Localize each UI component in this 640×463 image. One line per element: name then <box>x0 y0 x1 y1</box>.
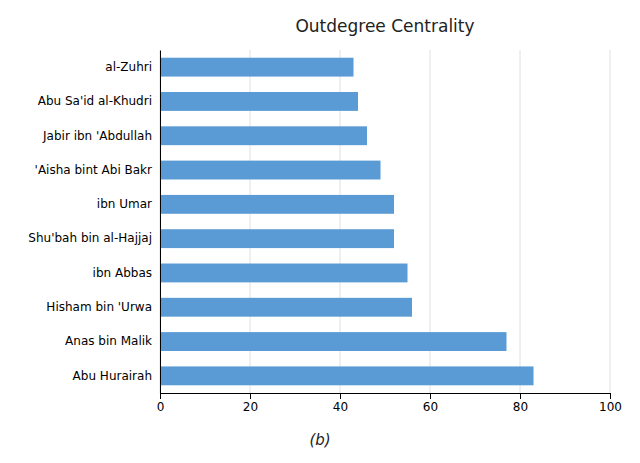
tick-mark <box>610 393 611 399</box>
tick-mark <box>430 393 431 399</box>
tick: Jabir ibn 'Abdullah <box>42 129 152 143</box>
y-axis: Abu Hurairah Anas bin Malik Hisham bin 'Ur… <box>28 51 160 394</box>
chart: 0 20 40 60 80 100 Abu Hurairah Anas bin Malik Hi… <box>0 0 640 463</box>
axis-line <box>161 394 611 400</box>
bar <box>160 126 367 145</box>
tick-label: Hisham bin 'Urwa <box>46 300 152 314</box>
tick-mark <box>340 393 341 399</box>
bar <box>160 161 381 180</box>
tick-label: 'Aisha bint Abi Bakr <box>35 163 152 177</box>
tick: Anas bin Malik <box>65 334 152 348</box>
tick-label: 40 <box>333 400 348 414</box>
tick-label: 0 <box>157 400 165 414</box>
bar <box>160 332 507 351</box>
tick-label: Anas bin Malik <box>65 334 152 348</box>
tick-label: 20 <box>243 400 258 414</box>
tick-label: ibn Abbas <box>93 266 152 280</box>
tick: 0 <box>157 393 165 414</box>
grid-line <box>160 50 161 393</box>
axis-line <box>160 51 161 394</box>
title: Outdegree Centrality <box>295 16 474 36</box>
tick: Hisham bin 'Urwa <box>46 300 152 314</box>
plot-area: 0 20 40 60 80 100 Abu Hurairah Anas bin Malik Hi… <box>28 50 622 414</box>
tick: Abu Sa'id al-Khudri <box>38 94 152 108</box>
bar <box>160 298 412 317</box>
bar <box>160 366 534 385</box>
tick-label: 80 <box>513 400 528 414</box>
bars <box>160 58 534 386</box>
tick-mark <box>160 393 161 399</box>
tick-label: Abu Sa'id al-Khudri <box>38 94 152 108</box>
tick-mark <box>520 393 521 399</box>
grid <box>160 50 610 393</box>
tick-label: Abu Hurairah <box>73 369 152 383</box>
bar <box>160 92 358 111</box>
tick: al-Zuhri <box>105 60 152 74</box>
tick-label: Shu'bah bin al-Hajjaj <box>28 231 152 245</box>
tick: 40 <box>333 393 348 414</box>
tick-label: 60 <box>423 400 438 414</box>
bar <box>160 264 408 283</box>
bar <box>160 195 394 214</box>
bar <box>160 229 394 248</box>
bar <box>160 58 354 77</box>
tick: 20 <box>243 393 258 414</box>
tick-label: ibn Umar <box>97 197 152 211</box>
subtitle: (b) <box>309 431 330 449</box>
tick: 100 <box>599 393 622 414</box>
x-axis: 0 20 40 60 80 100 <box>157 393 622 414</box>
tick: Shu'bah bin al-Hajjaj <box>28 231 152 245</box>
grid-line <box>520 50 521 393</box>
tick: 80 <box>513 393 528 414</box>
tick: 60 <box>423 393 438 414</box>
tick: ibn Abbas <box>93 266 152 280</box>
tick-label: 100 <box>599 400 622 414</box>
tick-label: Jabir ibn 'Abdullah <box>42 129 152 143</box>
tick: 'Aisha bint Abi Bakr <box>35 163 152 177</box>
tick: Abu Hurairah <box>73 369 152 383</box>
tick: ibn Umar <box>97 197 152 211</box>
grid-line <box>610 50 611 393</box>
tick-mark <box>250 393 251 399</box>
tick-label: al-Zuhri <box>105 60 152 74</box>
